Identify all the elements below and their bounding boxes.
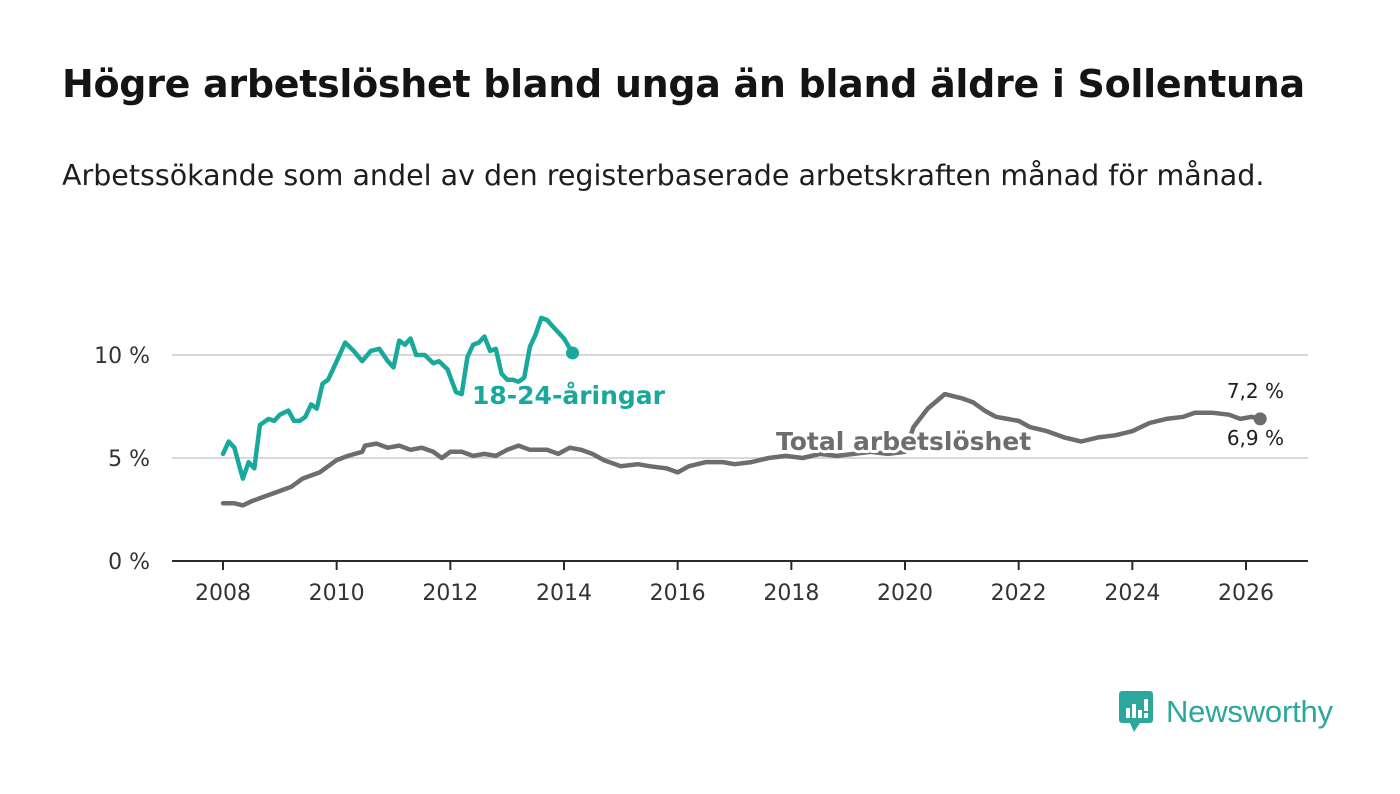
end-marker-total xyxy=(1253,412,1267,426)
x-tick-label: 2018 xyxy=(763,581,819,606)
x-tick-label: 2014 xyxy=(536,581,592,606)
x-tick-label: 2022 xyxy=(991,581,1047,606)
x-tick-label: 2024 xyxy=(1104,581,1160,606)
x-tick-label: 2008 xyxy=(195,581,251,606)
chart-subtitle: Arbetssökande som andel av den registerb… xyxy=(62,159,1265,192)
series-labels: 18-24-åringar Total arbetslöshet 7,2 % 6,9 … xyxy=(469,346,1284,459)
x-tick-label: 2012 xyxy=(422,581,478,606)
y-axis-ticks: 0 % 5 % 10 % xyxy=(94,344,150,575)
brand-name: Newsworthy xyxy=(1166,694,1333,729)
end-label-18-24: 7,2 % xyxy=(1227,379,1284,403)
newsworthy-brand: Newsworthy xyxy=(1118,690,1333,734)
x-tick-label: 2026 xyxy=(1218,581,1274,606)
end-label-total: 6,9 % xyxy=(1227,426,1284,450)
series-lines xyxy=(220,315,1263,508)
x-tick-label: 2016 xyxy=(650,581,706,606)
series-line-18-24 xyxy=(220,315,575,481)
grid-lines xyxy=(172,354,1308,459)
series-line-total xyxy=(220,391,1263,508)
series-label-total: Total arbetslöshet xyxy=(776,427,1031,456)
x-axis: 2008 2010 2012 2014 2016 2018 2020 2022 2024 2026 xyxy=(172,560,1308,606)
y-tick-label: 0 % xyxy=(108,550,150,575)
x-tick-label: 2010 xyxy=(309,581,365,606)
series-label-18-24: 18-24-åringar xyxy=(472,381,666,410)
newsworthy-logo-icon xyxy=(1119,691,1153,732)
end-marker-18-24 xyxy=(566,346,580,360)
y-tick-label: 10 % xyxy=(94,344,150,369)
x-tick-label: 2020 xyxy=(877,581,933,606)
chart-title: Högre arbetslöshet bland unga än bland ä… xyxy=(62,62,1305,106)
y-tick-label: 5 % xyxy=(108,447,150,472)
